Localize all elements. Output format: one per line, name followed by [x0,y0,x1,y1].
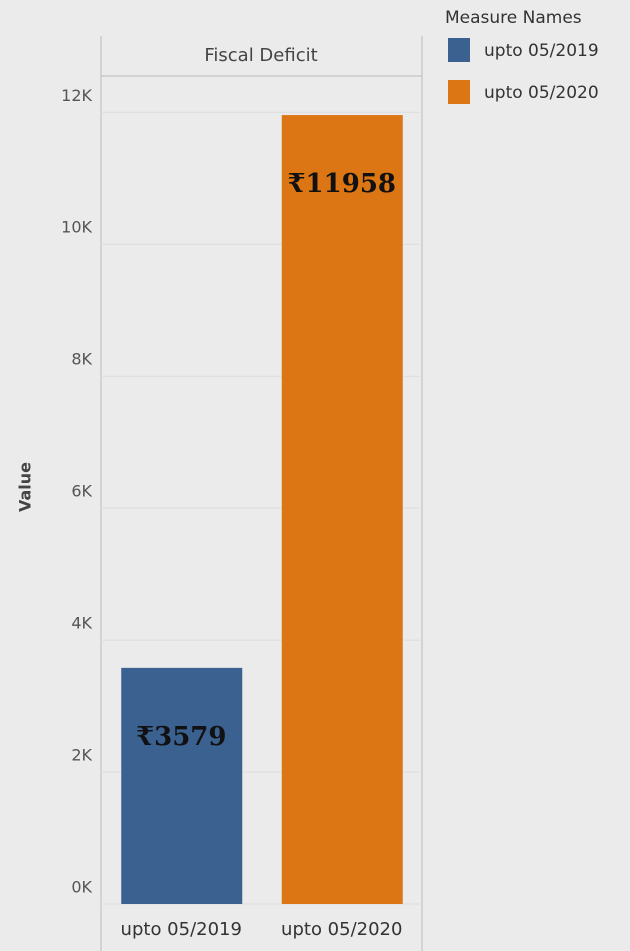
y-tick-label: 8K [71,350,92,369]
legend-swatch [448,38,470,62]
bar [121,667,243,904]
y-axis-title: Value [16,462,35,512]
x-tick-label: upto 05/2019 [121,919,242,940]
legend-title: Measure Names [445,8,582,28]
y-tick-label: 10K [61,218,92,237]
y-tick-label: 4K [71,614,92,633]
value-label: ₹3579 [136,722,226,752]
x-tick-label: upto 05/2020 [281,919,402,940]
bar [281,115,403,904]
y-tick-label: 2K [71,746,92,765]
y-tick-label: 6K [71,482,92,501]
y-tick-label: 0K [71,878,92,897]
legend-label: upto 05/2020 [484,83,599,103]
pane-header: Fiscal Deficit [204,45,317,66]
value-label: ₹11958 [287,169,396,199]
y-tick-label: 12K [61,86,92,105]
legend-swatch [448,80,470,104]
legend-label: upto 05/2019 [484,41,599,61]
